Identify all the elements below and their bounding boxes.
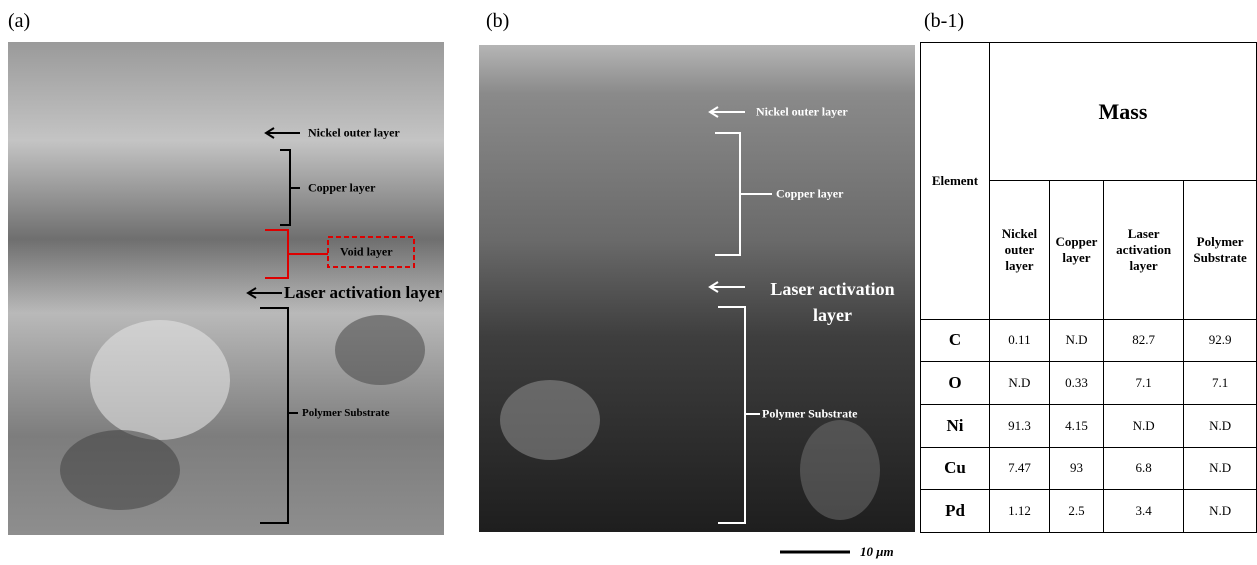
element-cell: O <box>921 362 990 405</box>
element-cell: Cu <box>921 447 990 490</box>
texture <box>335 315 425 385</box>
annotation: Copper layer <box>776 187 843 202</box>
value-cell: 2.5 <box>1049 490 1103 533</box>
panel-label: (b-1) <box>924 10 964 33</box>
texture <box>800 420 880 520</box>
element-cell: Ni <box>921 404 990 447</box>
value-cell: 7.1 <box>1184 362 1257 405</box>
column-header: Laser activation layer <box>1104 181 1184 319</box>
column-header: Polymer Substrate <box>1184 181 1257 319</box>
value-cell: 82.7 <box>1104 319 1184 362</box>
texture <box>90 320 230 440</box>
annotation: Laser activation layer <box>750 276 915 328</box>
value-cell: N.D <box>1049 319 1103 362</box>
column-header: Copper layer <box>1049 181 1103 319</box>
annotation: Void layer <box>340 245 393 260</box>
column-header: Nickel outer layer <box>990 181 1050 319</box>
header: Element <box>921 43 990 320</box>
annotation: Laser activation layer <box>284 283 442 303</box>
value-cell: 92.9 <box>1184 319 1257 362</box>
texture <box>60 430 180 510</box>
value-cell: N.D <box>1184 447 1257 490</box>
value-cell: 3.4 <box>1104 490 1184 533</box>
value-cell: N.D <box>1184 404 1257 447</box>
group-header: Mass <box>990 43 1257 181</box>
value-cell: N.D <box>1184 490 1257 533</box>
annotation: Nickel outer layer <box>308 126 400 141</box>
value-cell: 91.3 <box>990 404 1050 447</box>
element-cell: Pd <box>921 490 990 533</box>
element-cell: C <box>921 319 990 362</box>
scale-bar-label: 10 μm <box>860 544 894 560</box>
annotation: Polymer Substrate <box>762 407 857 422</box>
annotation: Polymer Substrate <box>302 407 389 419</box>
value-cell: N.D <box>1104 404 1184 447</box>
value-cell: 4.15 <box>1049 404 1103 447</box>
value-cell: N.D <box>990 362 1050 405</box>
value-cell: 7.1 <box>1104 362 1184 405</box>
value-cell: 0.33 <box>1049 362 1103 405</box>
figure: (a) (b) (b-1) <box>0 0 1257 565</box>
value-cell: 6.8 <box>1104 447 1184 490</box>
value-cell: 93 <box>1049 447 1103 490</box>
value-cell: 1.12 <box>990 490 1050 533</box>
annotation: Nickel outer layer <box>756 105 848 120</box>
annotation: Copper layer <box>308 181 375 196</box>
value-cell: 0.11 <box>990 319 1050 362</box>
texture <box>500 380 600 460</box>
value-cell: 7.47 <box>990 447 1050 490</box>
